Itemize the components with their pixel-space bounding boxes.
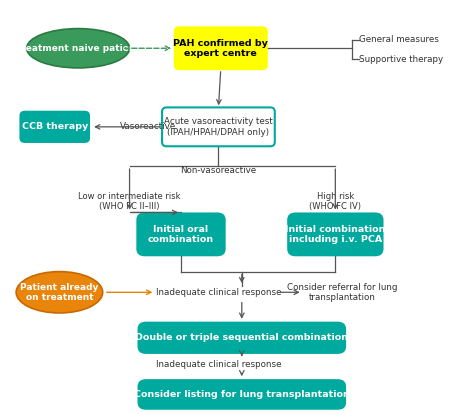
Text: Consider referral for lung
transplantation: Consider referral for lung transplantati… xyxy=(287,283,398,302)
Text: Acute vasoreactivity test
(IPAH/HPAH/DPAH only): Acute vasoreactivity test (IPAH/HPAH/DPA… xyxy=(164,117,273,137)
Text: CCB therapy: CCB therapy xyxy=(22,122,88,131)
Ellipse shape xyxy=(16,271,103,313)
Text: Non-vasoreactive: Non-vasoreactive xyxy=(181,166,256,175)
FancyBboxPatch shape xyxy=(137,379,346,410)
Text: Inadequate clinical response: Inadequate clinical response xyxy=(155,288,281,297)
FancyBboxPatch shape xyxy=(19,111,90,143)
Text: General measures: General measures xyxy=(359,36,438,44)
FancyBboxPatch shape xyxy=(174,26,268,70)
FancyBboxPatch shape xyxy=(137,212,226,256)
Text: Inadequate clinical response: Inadequate clinical response xyxy=(155,360,281,369)
Text: Double or triple sequential combination: Double or triple sequential combination xyxy=(135,333,348,342)
FancyBboxPatch shape xyxy=(162,107,275,146)
Text: Consider listing for lung transplantation: Consider listing for lung transplantatio… xyxy=(134,390,350,399)
Text: Vasoreactive: Vasoreactive xyxy=(120,122,176,131)
Text: Low or intermediate risk
(WHO FC II–III): Low or intermediate risk (WHO FC II–III) xyxy=(78,192,181,211)
FancyBboxPatch shape xyxy=(287,212,383,256)
Text: High risk
(WHO FC IV): High risk (WHO FC IV) xyxy=(310,192,361,211)
Text: Treatment naive patient: Treatment naive patient xyxy=(16,44,140,53)
Text: Initial combination
including i.v. PCA: Initial combination including i.v. PCA xyxy=(285,225,385,244)
Ellipse shape xyxy=(27,29,129,68)
Text: Initial oral
combination: Initial oral combination xyxy=(148,225,214,244)
Text: Patient already
on treatment: Patient already on treatment xyxy=(20,283,99,302)
Text: Supportive therapy: Supportive therapy xyxy=(359,55,443,64)
Text: PAH confirmed by
expert centre: PAH confirmed by expert centre xyxy=(173,39,268,58)
FancyBboxPatch shape xyxy=(137,322,346,354)
